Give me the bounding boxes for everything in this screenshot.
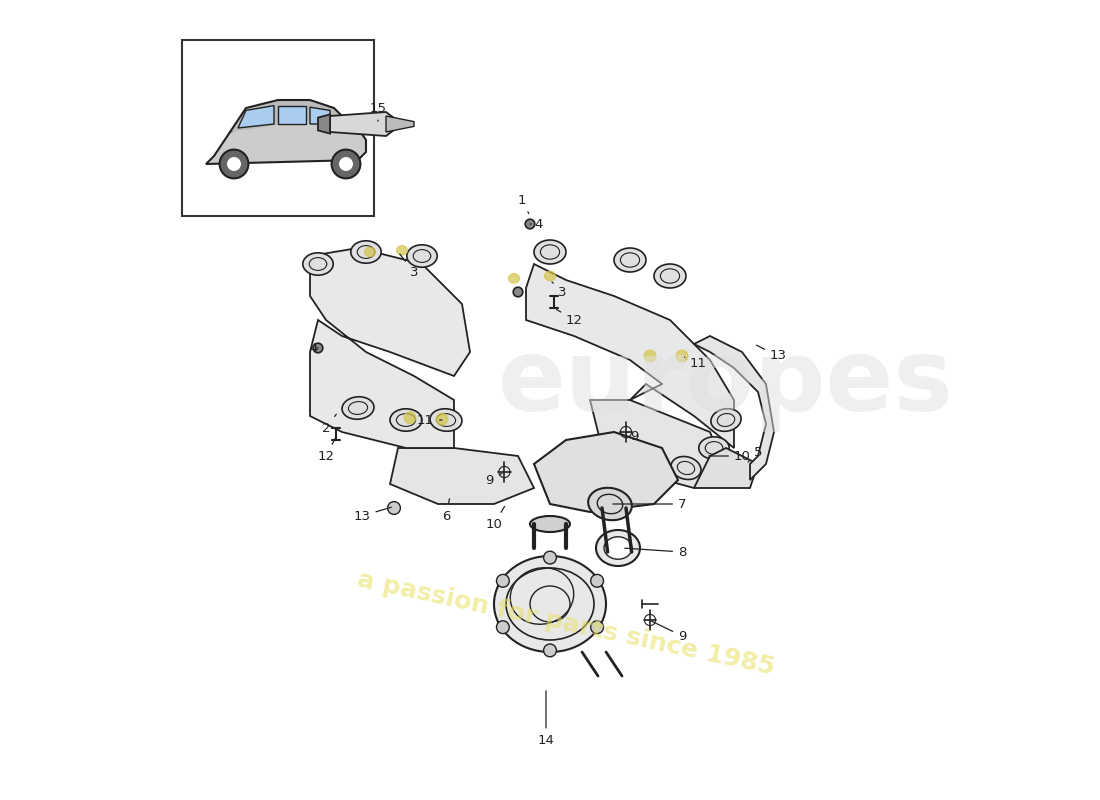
Text: 15: 15 (370, 102, 386, 122)
Ellipse shape (396, 246, 408, 255)
Ellipse shape (588, 488, 631, 520)
Circle shape (496, 621, 509, 634)
Polygon shape (386, 116, 414, 132)
Ellipse shape (342, 397, 374, 419)
Polygon shape (206, 112, 366, 164)
Text: 6: 6 (442, 498, 450, 522)
Ellipse shape (364, 247, 375, 257)
Text: 9: 9 (626, 430, 638, 442)
Circle shape (331, 150, 361, 178)
Polygon shape (330, 112, 402, 136)
Ellipse shape (596, 530, 640, 566)
Polygon shape (390, 448, 534, 504)
Polygon shape (230, 100, 342, 132)
Circle shape (314, 343, 322, 353)
Ellipse shape (351, 241, 382, 263)
Ellipse shape (534, 240, 566, 264)
Ellipse shape (530, 516, 570, 532)
Text: 5: 5 (748, 446, 762, 462)
Polygon shape (310, 248, 470, 448)
Text: 13: 13 (353, 507, 392, 522)
Ellipse shape (404, 411, 416, 424)
Polygon shape (238, 106, 274, 128)
Text: 11: 11 (684, 358, 707, 370)
Text: 3: 3 (552, 282, 567, 298)
Text: 8: 8 (625, 546, 686, 558)
Text: 12: 12 (318, 438, 336, 462)
Ellipse shape (676, 350, 688, 362)
Circle shape (543, 551, 557, 564)
Circle shape (220, 150, 249, 178)
Bar (182, 40, 374, 216)
Text: 12: 12 (557, 310, 583, 326)
Ellipse shape (654, 264, 686, 288)
Polygon shape (310, 107, 330, 124)
Circle shape (228, 158, 241, 170)
Ellipse shape (302, 253, 333, 275)
Text: 7: 7 (613, 498, 686, 510)
Ellipse shape (644, 350, 656, 362)
Text: 11: 11 (417, 414, 442, 426)
Ellipse shape (494, 556, 606, 652)
Polygon shape (318, 114, 330, 134)
Text: 13: 13 (757, 346, 786, 362)
Circle shape (525, 219, 535, 229)
Circle shape (340, 158, 352, 170)
Circle shape (543, 644, 557, 657)
Polygon shape (526, 264, 734, 448)
Text: 3: 3 (399, 254, 418, 278)
Ellipse shape (544, 271, 556, 281)
Polygon shape (694, 448, 758, 488)
Text: europes: europes (498, 335, 954, 433)
Circle shape (591, 621, 604, 634)
Text: 10: 10 (485, 506, 505, 530)
Ellipse shape (604, 537, 632, 559)
Text: 4: 4 (309, 342, 318, 354)
Polygon shape (590, 400, 726, 488)
Ellipse shape (671, 457, 701, 479)
Text: 1: 1 (518, 194, 529, 214)
Text: 2: 2 (321, 414, 337, 434)
Text: 9: 9 (651, 622, 686, 642)
Circle shape (496, 574, 509, 587)
Text: 14: 14 (538, 690, 554, 746)
Polygon shape (278, 106, 306, 124)
Ellipse shape (436, 414, 448, 426)
Text: a passion for parts since 1985: a passion for parts since 1985 (355, 568, 777, 680)
Circle shape (387, 502, 400, 514)
Ellipse shape (508, 274, 519, 283)
Ellipse shape (407, 245, 437, 267)
Ellipse shape (698, 437, 729, 459)
Circle shape (591, 574, 604, 587)
Text: 10: 10 (708, 450, 751, 462)
Ellipse shape (430, 409, 462, 431)
Circle shape (514, 287, 522, 297)
Ellipse shape (614, 248, 646, 272)
Text: 4: 4 (530, 218, 542, 230)
Text: 9: 9 (485, 474, 502, 486)
Ellipse shape (711, 409, 741, 431)
Ellipse shape (390, 409, 422, 431)
Polygon shape (694, 336, 774, 480)
Polygon shape (534, 432, 678, 512)
